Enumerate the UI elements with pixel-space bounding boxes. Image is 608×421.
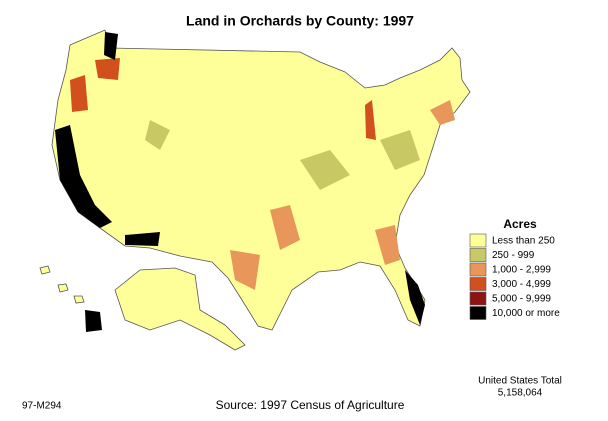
legend-swatch	[469, 262, 487, 277]
legend-swatch	[469, 306, 487, 320]
hawaii	[39, 265, 85, 304]
us-map	[39, 29, 471, 351]
region	[70, 58, 376, 140]
legend-swatch	[469, 233, 487, 248]
legend-swatch	[469, 248, 487, 262]
legend-label: Less than 250	[492, 236, 555, 247]
legend-swatch	[469, 277, 487, 291]
legend: Less than 250 250 - 999 1,000 - 2,999 3,000…	[469, 233, 560, 320]
legend-label: 3,000 - 4,999	[492, 279, 551, 290]
source: Source: 1997 Census of Agriculture	[216, 398, 405, 412]
legend-label: 1,000 - 2,999	[492, 265, 551, 276]
legend-label: 10,000 or more	[492, 308, 560, 319]
code: 97-M294	[22, 401, 62, 412]
total-value: 5,158,064	[498, 388, 543, 399]
legend-label: 250 - 999	[492, 250, 535, 261]
legend-label: 5,000 - 9,999	[492, 294, 551, 305]
map-title: Land in Orchards by County: 1997	[186, 13, 414, 29]
legend-title: Acres	[503, 217, 537, 231]
alaska	[114, 267, 246, 351]
total-label: United States Total	[478, 376, 562, 387]
legend-swatch	[469, 291, 487, 306]
region	[85, 310, 102, 332]
region	[230, 100, 455, 290]
